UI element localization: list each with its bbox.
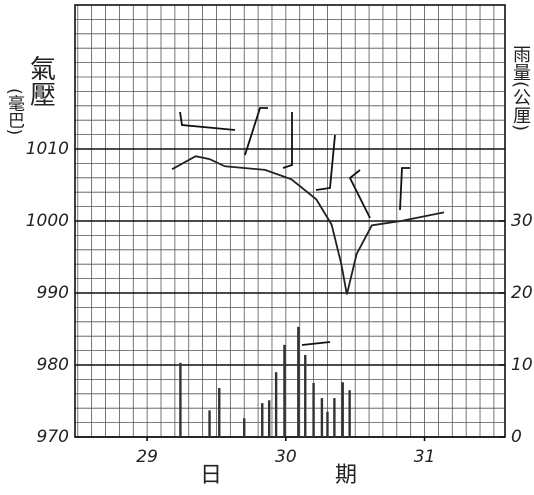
rain-bar xyxy=(326,411,329,437)
rain-bar xyxy=(304,354,307,437)
rain-bar xyxy=(274,372,278,437)
pressure-line xyxy=(171,155,445,295)
rain-bar xyxy=(179,362,182,437)
rain-bar xyxy=(243,418,246,437)
rain-bar xyxy=(341,382,344,437)
y-tick-label: 990 xyxy=(37,283,69,303)
rain-bar xyxy=(208,410,211,437)
y-axis-unit: (毫巴) xyxy=(4,88,25,135)
rain-bar xyxy=(297,326,300,437)
x-tick-label: 31 xyxy=(414,447,436,467)
rain-bar xyxy=(283,344,286,437)
wind-barbs xyxy=(179,107,410,346)
rain-bar xyxy=(320,398,324,437)
rain-bar xyxy=(267,400,271,437)
y2-axis-title: 雨量(公厘) xyxy=(510,45,531,131)
rain-bar xyxy=(348,390,351,437)
y2-tick-label: 0 xyxy=(511,427,522,447)
rain-bar xyxy=(333,398,336,437)
x-tick-label: 29 xyxy=(136,447,158,467)
y-tick-label: 1000 xyxy=(26,211,69,231)
rain-bar xyxy=(312,383,315,437)
y-tick-label: 1010 xyxy=(26,139,69,159)
y-tick-label: 980 xyxy=(37,355,69,375)
rain-bar xyxy=(261,403,264,437)
y2-tick-label: 30 xyxy=(511,211,533,231)
y-axis-title: 氣壓 xyxy=(26,55,56,107)
y2-tick-label: 20 xyxy=(511,283,533,303)
y2-tick-label: 10 xyxy=(511,355,533,375)
y-tick-label: 970 xyxy=(37,427,69,447)
x-tick-label: 30 xyxy=(275,447,297,467)
rain-bar xyxy=(218,388,221,437)
